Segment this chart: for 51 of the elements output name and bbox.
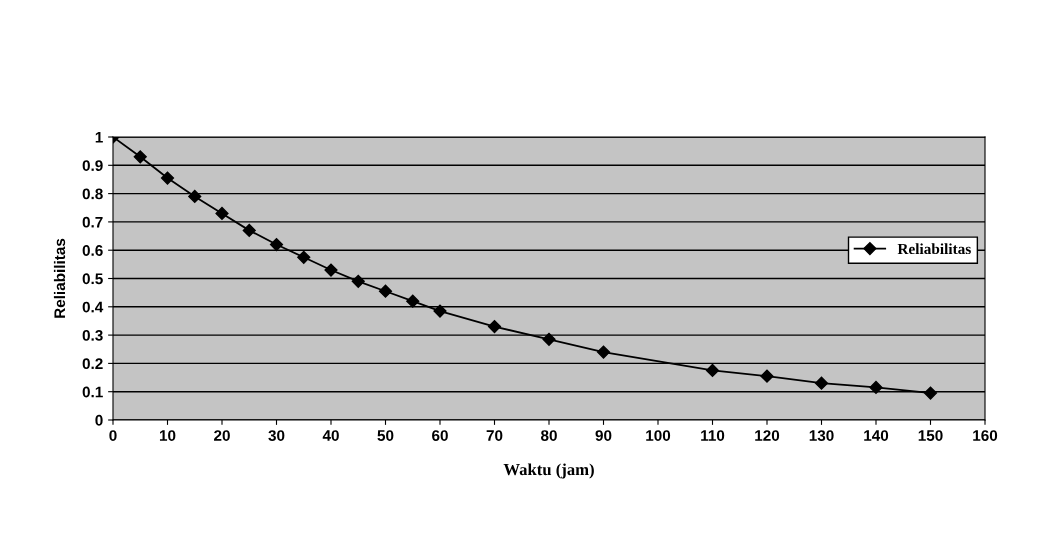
point bbox=[324, 263, 338, 277]
y-tick-label: 0.2 bbox=[82, 358, 103, 370]
point bbox=[160, 171, 175, 185]
point bbox=[297, 250, 311, 264]
y-tick-label: 1 bbox=[95, 132, 103, 143]
x-tick-label: 0 bbox=[109, 430, 117, 441]
x-tick-label: 80 bbox=[540, 430, 557, 441]
x-tick-label: 130 bbox=[809, 430, 834, 441]
y-tick-label: 0.3 bbox=[82, 329, 103, 341]
y-tick-label: 0 bbox=[95, 414, 103, 426]
x-tick-label: 30 bbox=[268, 430, 285, 441]
point bbox=[378, 284, 393, 298]
point bbox=[923, 386, 938, 400]
point bbox=[215, 206, 229, 220]
x-tick-label: 140 bbox=[864, 430, 889, 441]
point bbox=[433, 304, 447, 318]
x-tick-label: 90 bbox=[595, 430, 612, 441]
point bbox=[269, 237, 284, 252]
x-tick-label: 160 bbox=[973, 430, 998, 441]
point bbox=[406, 294, 420, 308]
x-axis-title: Waktu (jam) bbox=[503, 463, 594, 479]
point bbox=[351, 274, 365, 288]
point bbox=[760, 369, 774, 383]
point bbox=[542, 332, 556, 346]
y-tick-label: 0.5 bbox=[82, 273, 103, 285]
y-tick-label: 0.7 bbox=[82, 216, 103, 228]
x-tick-label: 150 bbox=[918, 430, 943, 441]
y-axis-title: Reliabilitas bbox=[53, 238, 66, 318]
x-tick-label: 100 bbox=[646, 430, 671, 441]
point bbox=[596, 345, 611, 359]
point bbox=[242, 223, 256, 237]
point bbox=[705, 363, 720, 378]
legend-label: Reliabilitas bbox=[897, 243, 971, 255]
x-tick-label: 40 bbox=[322, 430, 339, 441]
y-tick-label: 0.4 bbox=[82, 301, 104, 313]
y-tick-label: 0.6 bbox=[82, 245, 103, 256]
x-tick-label: 110 bbox=[701, 430, 725, 441]
point bbox=[188, 189, 202, 204]
point bbox=[487, 320, 502, 334]
x-tick-label: 120 bbox=[755, 430, 780, 441]
x-tick-label: 60 bbox=[432, 430, 448, 441]
x-tick-label: 70 bbox=[486, 430, 503, 441]
x-tick-label: 20 bbox=[214, 430, 230, 441]
point bbox=[869, 380, 883, 395]
x-tick-label: 50 bbox=[377, 430, 394, 441]
point bbox=[133, 150, 147, 164]
point bbox=[814, 376, 829, 390]
y-tick-label: 0.1 bbox=[82, 386, 103, 398]
y-tick-label: 0.9 bbox=[82, 160, 103, 171]
y-tick-label: 0.8 bbox=[82, 188, 103, 200]
x-tick-label: 10 bbox=[159, 430, 176, 441]
